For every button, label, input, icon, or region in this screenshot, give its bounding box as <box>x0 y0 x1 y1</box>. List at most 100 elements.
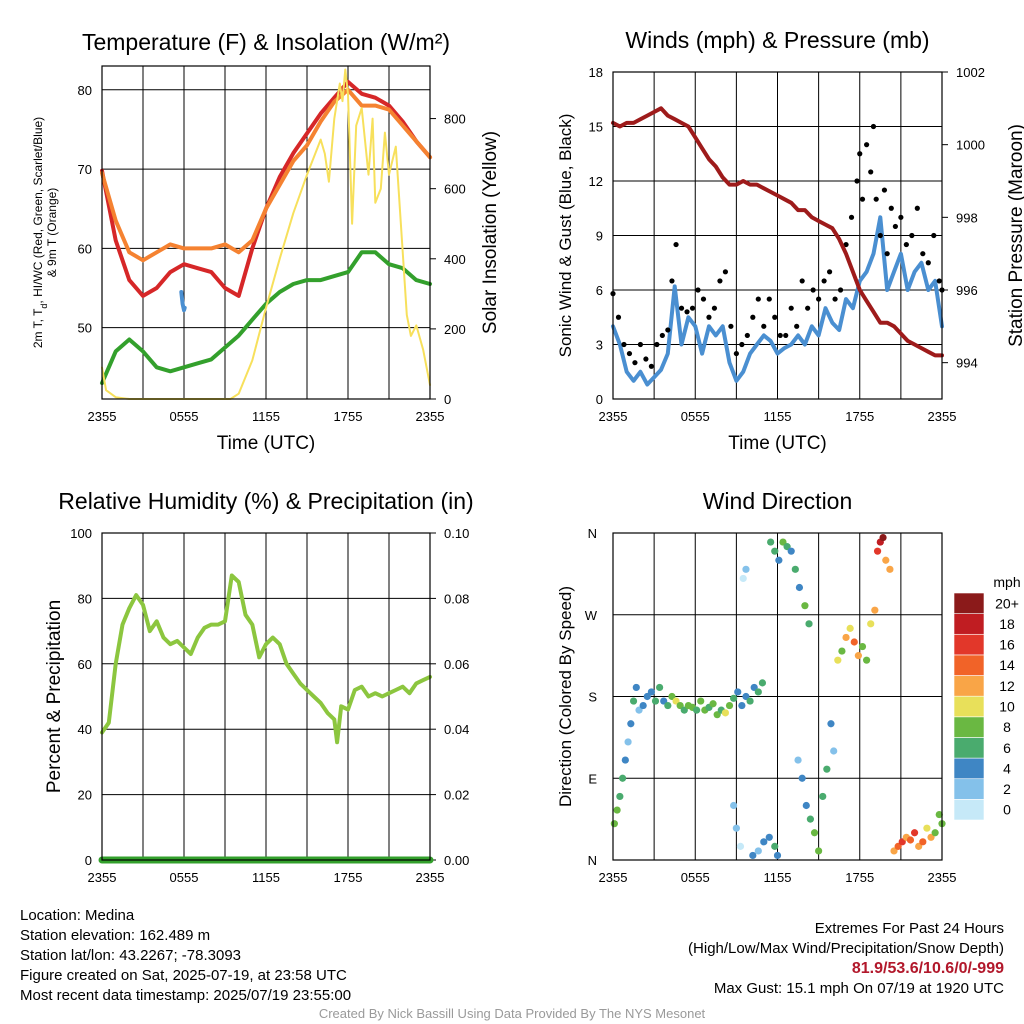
colorbar-label: 2 <box>1003 781 1011 797</box>
direction-point <box>935 810 943 819</box>
direction-point <box>656 683 664 692</box>
colorbar-swatch <box>953 737 985 759</box>
colorbar-label: 0 <box>1003 802 1011 818</box>
colorbar-label: 8 <box>1003 719 1011 735</box>
station-info: Location: Medina Station elevation: 162.… <box>20 906 351 1006</box>
gust-point <box>843 241 849 248</box>
gust-point <box>788 305 794 311</box>
direction-point <box>801 602 809 610</box>
gust-point <box>777 332 783 339</box>
colorbar-label: 6 <box>1003 740 1011 756</box>
rh-line <box>100 573 432 745</box>
gust-point <box>761 323 767 329</box>
max-gust-text: Max Gust: 15.1 mph On 07/19 at 1920 UTC <box>713 980 1004 997</box>
direction-point <box>693 706 701 714</box>
gust-point <box>903 241 909 248</box>
gust-point <box>870 123 877 130</box>
y2-tick-label: 0 <box>444 392 451 407</box>
direction-point <box>725 701 734 710</box>
humidity-precip-chart: 0 20 40 60 80 100 0.00 0.02 0.04 0.06 0.08 0.10 2355… <box>44 488 474 885</box>
gust-point <box>722 269 729 275</box>
direction-point <box>775 556 783 564</box>
direction-point <box>632 683 640 692</box>
gust-point <box>794 323 800 329</box>
gust-point <box>816 296 822 302</box>
y-tick-label: 100 <box>70 526 92 541</box>
y-tick-label: 0 <box>85 853 92 868</box>
direction-point <box>879 533 887 542</box>
gust-point <box>673 241 679 248</box>
gust-point <box>637 341 644 348</box>
x-tick-label: 0555 <box>681 409 710 424</box>
gust-point <box>766 296 772 302</box>
y2-tick-label: 0.02 <box>444 788 469 803</box>
gust-point <box>859 196 866 202</box>
x-tick-label: 0555 <box>170 870 199 885</box>
direction-point <box>664 701 672 710</box>
direction-point <box>798 774 806 782</box>
direction-point <box>806 815 815 823</box>
colorbar-label: 20+ <box>995 595 1019 611</box>
x-tick-label: 2355 <box>928 870 957 885</box>
y-tick-label: 9 <box>596 229 603 244</box>
direction-point <box>910 829 919 837</box>
direction-point <box>773 851 782 860</box>
x-tick-label: 2355 <box>928 409 957 424</box>
gust-point <box>920 251 926 257</box>
gust-point <box>936 278 942 284</box>
direction-point <box>647 688 655 696</box>
colorbar-swatch <box>953 799 985 821</box>
gust-point <box>884 251 890 257</box>
y-tick-label: N <box>588 526 597 541</box>
gust-point <box>799 278 805 284</box>
y-tick-label: S <box>588 690 597 705</box>
colorbar-label: 16 <box>999 637 1015 653</box>
y-tick-label: N <box>588 853 597 868</box>
chart-title: Wind Direction <box>703 488 853 514</box>
x-tick-label: 2355 <box>416 870 445 885</box>
direction-point <box>760 838 768 846</box>
colorbar-label: 18 <box>999 616 1015 632</box>
x-tick-label: 1155 <box>764 870 792 885</box>
y-tick-label: 70 <box>78 162 92 177</box>
y2-axis-label: Station Pressure (Maroon) <box>1006 124 1024 347</box>
extremes-block: Extremes For Past 24 Hours (High/Low/Max… <box>688 919 1004 999</box>
direction-point <box>746 697 754 705</box>
colorbar-swatch <box>953 716 985 738</box>
colorbar-label: 4 <box>1003 760 1011 776</box>
gust-point <box>678 305 685 311</box>
gust-point <box>659 332 665 339</box>
y2-tick-label: 994 <box>956 356 978 371</box>
direction-point <box>651 697 660 705</box>
gust-point <box>925 260 931 266</box>
winds-pressure-chart: 0 3 6 9 12 15 18 994 996 998 1000 1002 2355 0555 1155 1… <box>556 27 1024 454</box>
x-tick-label: 0555 <box>170 409 199 424</box>
y2-tick-label: 200 <box>444 322 466 337</box>
direction-point <box>842 633 850 642</box>
y-tick-label: 18 <box>589 65 603 80</box>
direction-point <box>805 620 813 628</box>
x-tick-label: 1155 <box>252 870 280 885</box>
direction-point <box>629 697 638 705</box>
direction-point <box>613 806 621 814</box>
direction-point <box>882 556 890 564</box>
x-tick-label: 1155 <box>764 409 792 424</box>
gust-point <box>643 356 649 362</box>
hiwc-line <box>179 290 187 313</box>
direction-point <box>830 747 838 755</box>
direction-point <box>738 701 746 710</box>
gust-point <box>728 323 734 329</box>
y2-tick-label: 0.08 <box>444 591 469 606</box>
y2-tick-label: 600 <box>444 182 466 197</box>
gust-point <box>892 223 898 230</box>
elevation-text: Station elevation: 162.489 m <box>20 927 211 944</box>
x-tick-label: 1755 <box>845 409 874 424</box>
colorbar-swatch <box>953 695 985 718</box>
y-tick-label: 60 <box>78 657 92 672</box>
x-tick-label: 2355 <box>88 409 117 424</box>
colorbar-label: 14 <box>999 657 1015 673</box>
plot-frame <box>612 71 943 400</box>
